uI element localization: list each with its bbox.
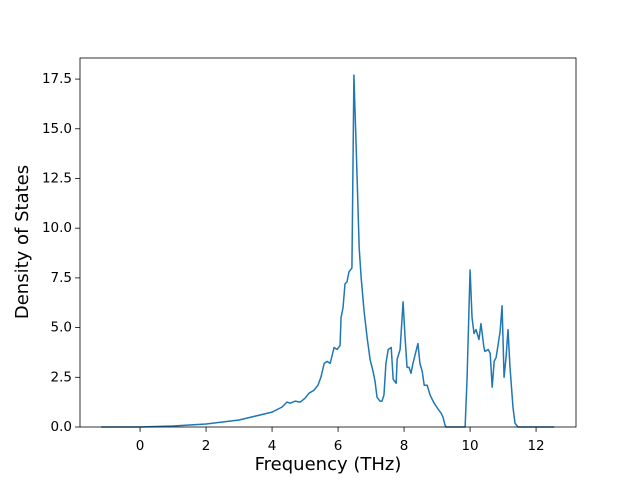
y-tick-label: 5.0 — [51, 320, 72, 336]
x-axis-label: Frequency (THz) — [255, 454, 402, 475]
x-tick-label: 4 — [268, 438, 277, 454]
x-tick-label: 2 — [202, 438, 211, 454]
x-tick-label: 0 — [136, 438, 145, 454]
y-tick-label: 2.5 — [51, 369, 72, 385]
y-tick-label: 12.5 — [42, 170, 72, 186]
x-tick-label: 8 — [400, 438, 409, 454]
y-tick-label: 7.5 — [51, 270, 72, 286]
x-tick-label: 6 — [334, 438, 343, 454]
y-tick-label: 10.0 — [42, 220, 72, 236]
y-tick-label: 17.5 — [42, 71, 72, 87]
x-tick-label: 12 — [527, 438, 544, 454]
y-tick-label: 0.0 — [51, 419, 72, 435]
y-tick-label: 15.0 — [42, 121, 72, 137]
x-tick-label: 10 — [461, 438, 478, 454]
y-axis-label: Density of States — [12, 165, 33, 319]
data-line — [101, 74, 555, 428]
plot-frame — [79, 57, 577, 428]
